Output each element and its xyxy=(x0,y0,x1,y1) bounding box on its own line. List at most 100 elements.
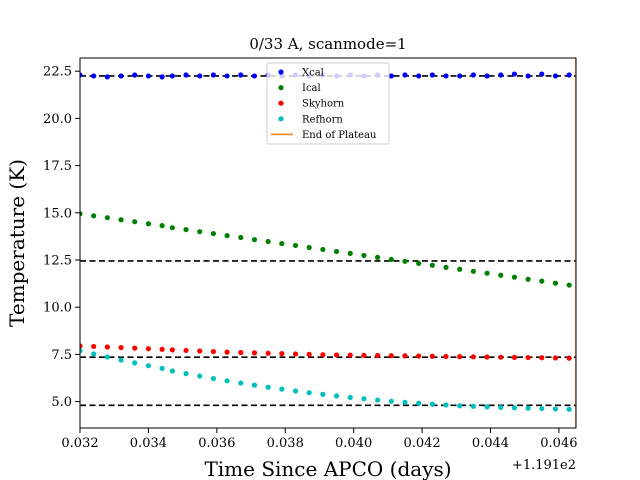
point-ical-19 xyxy=(320,246,326,253)
point-ical-6 xyxy=(145,221,152,227)
series-ical xyxy=(80,211,572,288)
x-tick-label-5: 0.040 xyxy=(335,436,372,451)
point-skyhorn-15 xyxy=(265,350,271,356)
point-ical-4 xyxy=(118,217,124,223)
legend-label-skyhorn: Skyhorn xyxy=(302,99,345,110)
point-ical-11 xyxy=(210,230,217,237)
point-skyhorn-26 xyxy=(416,353,422,359)
legend: Xcal Ical Skyhorn Refhorn End of Plateau xyxy=(266,62,390,145)
point-refhorn-17 xyxy=(292,388,299,394)
point-xcal-13 xyxy=(238,72,244,78)
point-skyhorn-14 xyxy=(251,350,258,356)
point-skyhorn-8 xyxy=(169,347,175,353)
point-ical-18 xyxy=(306,244,312,251)
point-skyhorn-17 xyxy=(292,351,299,357)
y-axis-label-group: Temperature (K) xyxy=(5,159,29,327)
point-xcal-36 xyxy=(552,73,559,79)
point-skyhorn-6 xyxy=(145,346,152,352)
point-ical-21 xyxy=(347,250,353,256)
point-refhorn-5 xyxy=(132,360,138,366)
point-skyhorn-28 xyxy=(443,353,449,360)
point-refhorn-13 xyxy=(238,380,244,386)
point-refhorn-26 xyxy=(416,400,422,406)
x-tick-label-4: 0.038 xyxy=(267,436,304,451)
point-refhorn-16 xyxy=(279,386,285,392)
point-xcal-11 xyxy=(210,72,217,78)
point-skyhorn-20 xyxy=(333,352,340,358)
point-skyhorn-5 xyxy=(132,345,138,351)
point-ical-1 xyxy=(80,211,83,217)
point-refhorn-4 xyxy=(118,357,124,363)
point-refhorn-14 xyxy=(251,382,258,388)
y-tick-label-1: 5.0 xyxy=(51,395,72,410)
point-ical-22 xyxy=(361,252,367,259)
point-xcal-12 xyxy=(224,73,230,79)
point-skyhorn-30 xyxy=(470,354,476,360)
point-xcal-4 xyxy=(118,73,124,79)
point-skyhorn-29 xyxy=(457,354,463,360)
point-xcal-24 xyxy=(388,73,394,79)
point-ical-36 xyxy=(552,280,559,286)
point-refhorn-28 xyxy=(443,402,449,408)
series-refhorn xyxy=(80,348,572,412)
point-ical-12 xyxy=(224,233,230,239)
point-xcal-35 xyxy=(539,71,545,77)
point-skyhorn-23 xyxy=(375,352,381,359)
legend-marker-refhorn xyxy=(278,116,284,122)
point-xcal-8 xyxy=(169,73,175,79)
point-xcal-30 xyxy=(470,72,476,78)
point-ical-8 xyxy=(169,225,175,231)
point-xcal-27 xyxy=(429,72,435,78)
point-skyhorn-37 xyxy=(566,355,572,361)
point-refhorn-7 xyxy=(159,365,165,371)
point-ical-23 xyxy=(375,254,381,260)
legend-marker-ical xyxy=(278,85,284,91)
point-refhorn-33 xyxy=(511,405,518,411)
point-xcal-6 xyxy=(145,73,152,79)
point-skyhorn-13 xyxy=(238,349,244,356)
point-skyhorn-9 xyxy=(183,347,189,354)
x-tick-label-3: 0.036 xyxy=(198,436,235,451)
x-tick-label-6: 0.042 xyxy=(403,436,440,451)
point-skyhorn-11 xyxy=(210,348,217,355)
point-refhorn-29 xyxy=(457,403,463,409)
point-skyhorn-25 xyxy=(402,353,408,359)
point-refhorn-21 xyxy=(347,394,353,401)
point-ical-29 xyxy=(457,266,463,272)
legend-label-xcal: Xcal xyxy=(302,68,324,79)
point-skyhorn-21 xyxy=(347,352,353,358)
point-xcal-3 xyxy=(104,74,110,80)
point-ical-7 xyxy=(159,223,165,229)
point-xcal-32 xyxy=(498,72,504,78)
point-xcal-7 xyxy=(159,74,165,80)
point-ical-2 xyxy=(91,213,97,219)
point-refhorn-3 xyxy=(104,354,110,360)
point-skyhorn-7 xyxy=(159,346,165,352)
point-ical-14 xyxy=(251,237,258,243)
point-refhorn-8 xyxy=(169,368,175,374)
point-xcal-25 xyxy=(402,72,408,78)
point-xcal-26 xyxy=(416,73,422,79)
plot-inner xyxy=(80,58,576,428)
point-refhorn-36 xyxy=(552,406,559,412)
y-tick-label-8: 22.5 xyxy=(43,65,72,80)
x-tick-label-7: 0.044 xyxy=(472,436,509,451)
y-tick-label-7: 20.0 xyxy=(43,112,72,127)
point-xcal-31 xyxy=(484,73,490,79)
point-skyhorn-36 xyxy=(552,355,559,361)
point-refhorn-25 xyxy=(402,399,408,405)
point-ical-27 xyxy=(429,262,435,268)
point-xcal-2 xyxy=(91,73,97,79)
point-ical-34 xyxy=(525,276,531,282)
point-ical-37 xyxy=(566,282,572,288)
point-ical-35 xyxy=(539,278,545,284)
point-refhorn-35 xyxy=(539,405,545,412)
point-refhorn-31 xyxy=(484,404,490,410)
point-skyhorn-35 xyxy=(539,355,545,361)
point-refhorn-37 xyxy=(566,406,572,412)
y-tick-label-4: 12.5 xyxy=(43,253,72,268)
point-xcal-34 xyxy=(525,73,531,79)
point-ical-9 xyxy=(183,226,189,233)
chart-title: 0/33 A, scanmode=1 xyxy=(249,35,406,53)
